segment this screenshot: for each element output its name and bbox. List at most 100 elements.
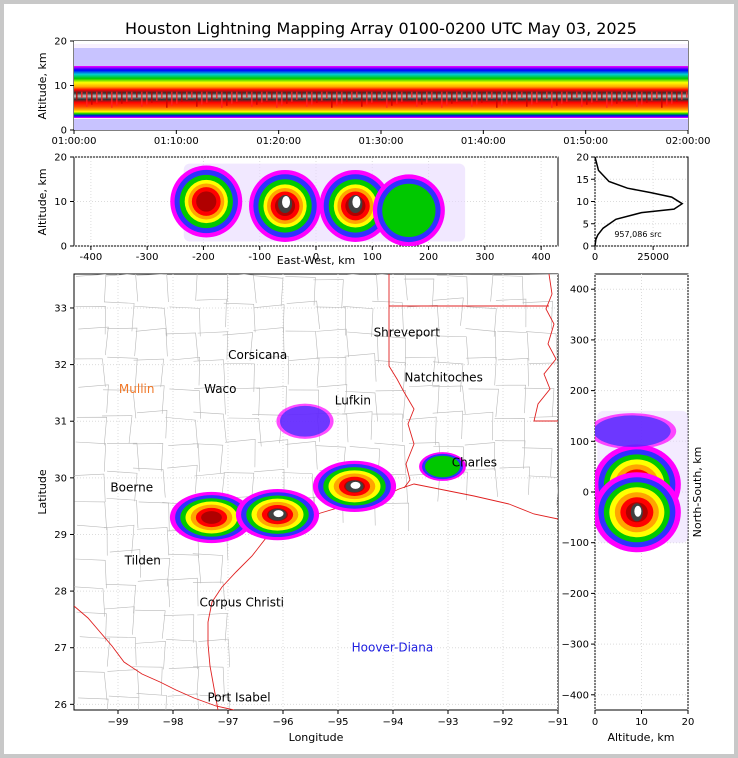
time-height-stripe — [291, 91, 293, 102]
ew-height-xtick-label: 300 — [475, 252, 494, 263]
county-border — [252, 275, 284, 307]
county-border — [78, 697, 109, 710]
time-height-stripe — [611, 91, 613, 106]
county-border — [107, 356, 138, 387]
time-height-stripe — [481, 91, 483, 103]
ew-height-xtick-label: -100 — [248, 252, 271, 263]
county-border — [194, 472, 225, 502]
ns-height-ylabel: North-South, km — [691, 447, 704, 538]
time-height-stripe — [326, 91, 328, 99]
county-border — [528, 475, 558, 506]
figure-canvas: Houston Lightning Mapping Array 0100-020… — [36, 19, 711, 744]
time-height-stripe — [226, 91, 228, 106]
time-height-stripe — [536, 91, 538, 103]
time-height-stripe — [431, 91, 433, 101]
ns-height-ytick-label: 400 — [570, 285, 589, 296]
plan-view-xlabel: Longitude — [289, 731, 344, 744]
time-height-stripe — [231, 91, 233, 104]
county-border — [169, 306, 201, 337]
time-height-stripe — [351, 91, 353, 100]
time-height-stripe — [361, 91, 363, 107]
time-height-stripe — [391, 91, 393, 106]
time-height-stripe — [646, 91, 648, 103]
time-height-stripe — [386, 91, 388, 108]
histogram-xtick-label: 25000 — [637, 252, 669, 263]
ew-height-cell-layer — [382, 183, 436, 238]
time-height-stripe — [456, 91, 458, 102]
time-height-stripe — [146, 91, 148, 105]
plan-view-storm-cell — [312, 460, 397, 512]
histogram-line — [594, 156, 684, 247]
ns-height-xtick-label: 0 — [592, 717, 598, 728]
ew-height-xtick-label: -300 — [136, 252, 159, 263]
county-border — [134, 385, 165, 414]
plan-view-axes: −99 −98 −97 −96 −95 −94 −93 −92 −91 26 27 28 29 30 31 3… — [54, 303, 568, 728]
time-height-stripe — [566, 91, 568, 102]
ew-height-xtick-label: 400 — [532, 252, 551, 263]
plan-view-xtick-label: −97 — [217, 717, 238, 728]
county-border — [403, 278, 435, 307]
county-border — [165, 417, 199, 449]
county-border — [106, 442, 140, 472]
time-height-xtick-label: 02:00:00 — [666, 136, 711, 147]
county-border — [196, 298, 227, 328]
time-height-stripe — [486, 91, 488, 101]
city-labels: Shreveport Corsicana Natchitoches Mullin Wac… — [110, 325, 497, 704]
county-border — [132, 666, 163, 696]
time-height-stripe — [281, 91, 283, 106]
county-border — [378, 502, 410, 532]
time-height-stripe — [591, 91, 593, 103]
histogram-source-count: 957,086 src — [614, 230, 661, 239]
time-height-stripe — [211, 91, 213, 101]
time-height-stripe — [511, 91, 513, 102]
time-height-stripe — [246, 91, 248, 98]
plan-view-xtick-label: −92 — [492, 717, 513, 728]
city-label: Lufkin — [335, 393, 371, 407]
ns-height-cell-layer — [595, 415, 671, 447]
county-border — [109, 549, 141, 578]
ew-height-cell-core-peak — [282, 195, 291, 208]
chart-title: Houston Lightning Mapping Array 0100-020… — [125, 19, 637, 38]
county-border — [316, 384, 348, 413]
county-border — [106, 327, 138, 357]
county-border — [223, 472, 255, 502]
county-border — [316, 328, 349, 358]
county-border — [409, 384, 440, 414]
time-height-stripe — [266, 91, 268, 101]
plan-view-storm-layer — [201, 511, 222, 524]
time-height-stripe — [336, 91, 338, 106]
time-height-stripe — [671, 91, 673, 104]
time-height-stripe — [321, 91, 323, 101]
county-border — [76, 611, 107, 642]
ew-height-panel: -400 -300 -200 -100 0 100 200 300 400 0 10 20 East-… — [36, 153, 559, 267]
county-border — [495, 384, 527, 414]
plan-view-ylabel: Latitude — [36, 469, 49, 515]
time-height-stripe — [241, 91, 243, 100]
county-border — [74, 358, 106, 387]
time-height-stripe — [461, 91, 463, 100]
county-border — [468, 388, 499, 418]
county-border — [313, 279, 344, 308]
county-border — [169, 388, 201, 419]
time-height-stripe — [106, 91, 108, 99]
county-border — [195, 274, 198, 301]
ew-height-xtick-label: 200 — [419, 252, 438, 263]
ns-height-cell — [595, 413, 677, 450]
time-height-stripe — [191, 91, 193, 98]
county-border — [137, 578, 171, 608]
ns-height-ytick-label: 0 — [583, 488, 589, 499]
county-border — [374, 442, 406, 474]
time-height-stripe — [451, 91, 453, 104]
time-height-stripe — [301, 91, 303, 98]
county-border — [525, 331, 558, 362]
time-height-stripe — [681, 91, 683, 100]
city-label: Hoover-Diana — [352, 641, 434, 655]
county-border — [375, 390, 406, 419]
county-border — [134, 305, 168, 337]
county-border — [375, 360, 406, 391]
plan-view-xtick-label: −96 — [272, 717, 293, 728]
county-border — [285, 330, 319, 360]
county-border — [166, 639, 198, 670]
county-border — [105, 583, 137, 614]
county-border — [139, 558, 171, 587]
